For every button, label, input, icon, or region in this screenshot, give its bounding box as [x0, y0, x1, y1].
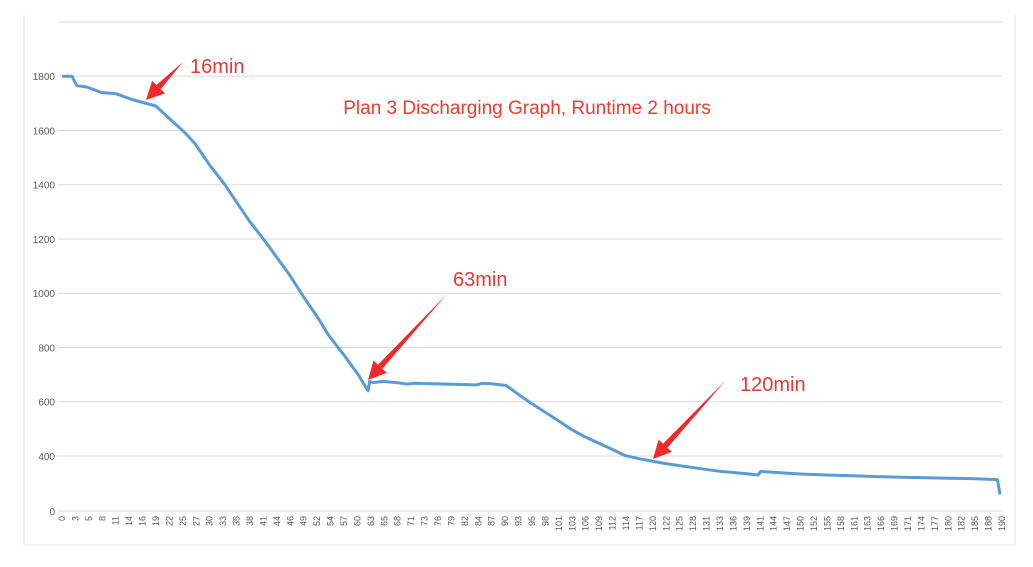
- x-tick-label: 125: [675, 516, 685, 531]
- x-tick-label: 65: [379, 516, 389, 526]
- x-tick-label: 141: [755, 516, 765, 531]
- x-tick-label: 63: [366, 516, 376, 526]
- y-tick-label: 1200: [33, 235, 56, 246]
- x-tick-label: 95: [527, 516, 537, 526]
- annotation-label: 120min: [740, 374, 806, 396]
- x-tick-label: 174: [916, 516, 926, 531]
- x-tick-label: 3: [70, 516, 80, 521]
- data-series: [62, 74, 1002, 495]
- x-tick-label: 30: [205, 516, 215, 526]
- arrow-shaft: [663, 380, 726, 448]
- x-tick-label: 133: [715, 516, 725, 531]
- x-tick-label: 22: [164, 516, 174, 526]
- x-tick-label: 68: [393, 516, 403, 526]
- y-tick-label: 400: [38, 452, 55, 463]
- x-tick-label: 109: [594, 516, 604, 531]
- x-tick-label: 16: [138, 516, 148, 526]
- y-tick-label: 0: [49, 507, 55, 518]
- annotation-label: 16min: [190, 56, 244, 78]
- x-tick-label: 128: [688, 516, 698, 531]
- x-tick-label: 35: [232, 516, 242, 526]
- x-axis-ticks: 0 3 5 8 11 14 16 19 22 25 27 30 33 35 38 41 44 46 49 52 54 57…: [57, 516, 1007, 531]
- x-tick-label: 73: [420, 516, 430, 526]
- x-tick-label: 0: [57, 516, 67, 521]
- x-tick-label: 169: [890, 516, 900, 531]
- arrow-head-icon: [146, 80, 166, 100]
- x-tick-label: 11: [111, 516, 121, 525]
- x-tick-label: 166: [876, 516, 886, 531]
- y-tick-label: 1000: [33, 289, 56, 300]
- x-tick-label: 150: [796, 516, 806, 531]
- x-tick-label: 180: [943, 516, 953, 531]
- x-tick-label: 188: [984, 516, 994, 531]
- x-tick-label: 14: [124, 516, 134, 526]
- x-tick-label: 52: [312, 516, 322, 526]
- x-tick-label: 177: [930, 516, 940, 531]
- x-tick-label: 171: [903, 516, 913, 531]
- x-tick-label: 49: [299, 516, 309, 526]
- x-tick-label: 33: [218, 516, 228, 526]
- y-tick-label: 1400: [33, 181, 56, 192]
- x-tick-label: 120: [648, 516, 658, 531]
- discharge-line: [62, 74, 1002, 495]
- x-tick-label: 117: [634, 516, 644, 530]
- x-tick-label: 76: [433, 516, 443, 526]
- x-tick-label: 79: [446, 516, 456, 526]
- x-tick-label: 185: [970, 516, 980, 531]
- x-tick-label: 54: [326, 516, 336, 526]
- gridlines: [58, 21, 1002, 512]
- x-tick-label: 41: [258, 516, 268, 526]
- arrow-head-icon: [368, 360, 387, 380]
- x-tick-label: 152: [809, 516, 819, 531]
- x-tick-label: 122: [661, 516, 671, 531]
- x-tick-label: 90: [500, 516, 510, 526]
- x-tick-label: 46: [285, 516, 295, 526]
- y-tick-label: 800: [38, 343, 55, 354]
- x-tick-label: 8: [97, 516, 107, 521]
- x-tick-label: 163: [863, 516, 873, 531]
- x-tick-label: 19: [151, 516, 161, 526]
- annotations: 16min 63min 120min: [146, 56, 806, 459]
- x-tick-label: 101: [554, 516, 564, 531]
- x-tick-label: 182: [957, 516, 967, 531]
- y-tick-label: 1800: [33, 72, 56, 83]
- x-tick-label: 71: [406, 516, 416, 526]
- x-tick-label: 131: [702, 516, 712, 531]
- y-tick-label: 600: [38, 398, 55, 409]
- x-tick-label: 136: [728, 516, 738, 531]
- x-tick-label: 155: [822, 516, 832, 531]
- x-tick-label: 38: [245, 516, 255, 526]
- x-tick-label: 27: [191, 516, 201, 526]
- x-tick-label: 158: [836, 516, 846, 531]
- x-tick-label: 87: [487, 516, 497, 526]
- x-tick-label: 57: [339, 516, 349, 526]
- x-tick-label: 114: [621, 516, 631, 530]
- y-axis-ticks: 0 400 600 800 1000 1200 1400 1600 1800: [33, 72, 56, 518]
- x-tick-label: 139: [742, 516, 752, 531]
- x-tick-label: 147: [782, 516, 792, 531]
- x-tick-label: 44: [272, 516, 282, 526]
- x-tick-label: 103: [567, 516, 577, 531]
- x-tick-label: 161: [849, 516, 859, 531]
- x-tick-label: 60: [352, 516, 362, 526]
- x-tick-label: 93: [514, 516, 524, 526]
- x-tick-label: 112: [608, 516, 618, 530]
- x-tick-label: 144: [769, 516, 779, 531]
- x-tick-label: 190: [997, 516, 1007, 531]
- arrow-head-icon: [653, 439, 672, 459]
- arrow-shaft: [377, 294, 447, 369]
- chart-title: Plan 3 Discharging Graph, Runtime 2 hour…: [343, 98, 711, 119]
- arrow-shaft: [156, 62, 183, 90]
- x-tick-label: 84: [473, 516, 483, 526]
- x-tick-label: 98: [540, 516, 550, 526]
- x-tick-label: 25: [178, 516, 188, 526]
- x-tick-label: 82: [460, 516, 470, 526]
- annotation-label: 63min: [453, 269, 507, 291]
- y-tick-label: 1600: [33, 126, 56, 137]
- x-tick-label: 5: [84, 516, 94, 521]
- x-tick-label: 106: [581, 516, 591, 531]
